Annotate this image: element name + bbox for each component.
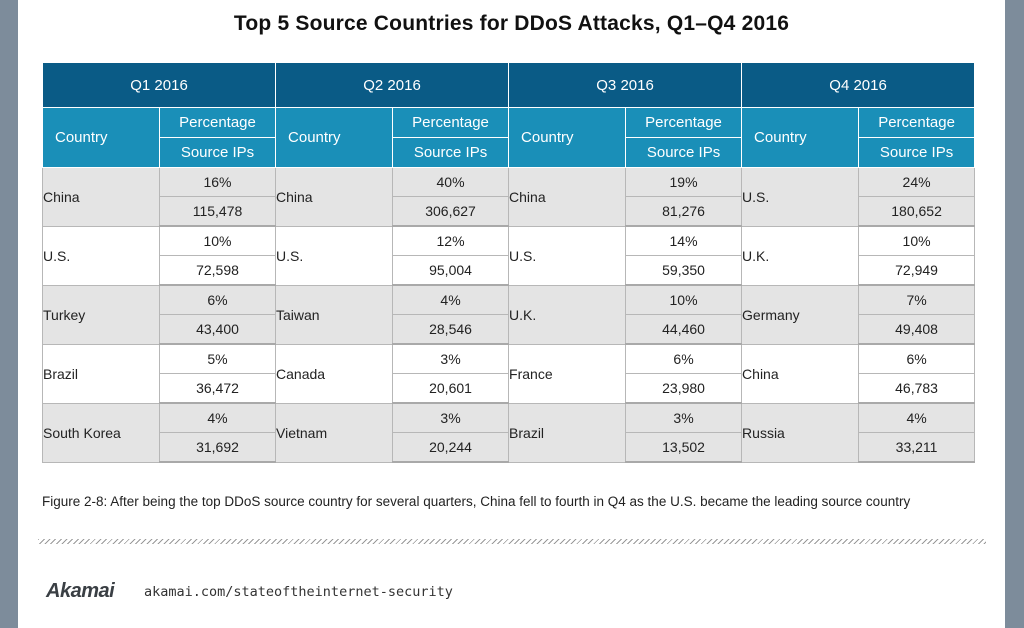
quarter-header: Q2 2016 (275, 63, 510, 108)
percentage-column-header: Percentage (625, 107, 743, 138)
table-row: 72,598 95,004 59,350 72,949 (43, 255, 976, 286)
source-ips-cell: 20,601 (392, 373, 510, 404)
source-ips-cell: 33,211 (858, 432, 976, 463)
percentage-cell: 12% (392, 225, 510, 256)
percentage-cell: 24% (858, 167, 976, 197)
source-ips-cell: 306,627 (392, 196, 510, 227)
country-cell: Canada (275, 343, 394, 404)
source-ips-cell: 20,244 (392, 432, 510, 463)
percentage-cell: 40% (392, 167, 510, 197)
country-cell: Turkey (42, 284, 160, 345)
source-ips-cell: 115,478 (158, 196, 277, 227)
page-title: Top 5 Source Countries for DDoS Attacks,… (233, 12, 790, 35)
source-ips-cell: 36,472 (158, 373, 277, 404)
report-page: Top 5 Source Countries for DDoS Attacks,… (18, 0, 1005, 628)
percentage-cell: 3% (625, 402, 743, 433)
country-cell: China (42, 167, 160, 227)
percentage-column-header: Percentage (392, 107, 510, 138)
ddos-source-table: Q1 2016 Q2 2016 Q3 2016 Q4 2016 Country … (41, 63, 976, 463)
percentage-cell: 14% (625, 225, 743, 256)
source-ips-column-header: Source IPs (625, 137, 743, 168)
quarter-header: Q3 2016 (508, 63, 743, 108)
percentage-column-header: Percentage (158, 107, 277, 138)
source-ips-cell: 95,004 (392, 255, 510, 286)
country-cell: Taiwan (275, 284, 394, 345)
percentage-cell: 10% (158, 225, 277, 256)
akamai-logo: Akamai (38, 566, 130, 606)
quarter-header: Q4 2016 (741, 63, 976, 108)
source-ips-column-header: Source IPs (158, 137, 277, 168)
table-row: Turkey 6% Taiwan 4% U.K. 10% Germany 7% (42, 284, 976, 345)
country-cell: U.S. (508, 225, 627, 286)
percentage-cell: 10% (858, 225, 976, 256)
percentage-cell: 19% (625, 167, 743, 197)
percentage-cell: 4% (158, 402, 277, 433)
percentage-cell: 3% (392, 343, 510, 374)
country-column-header: Country (508, 107, 627, 168)
figure-caption: Figure 2-8: After being the top DDoS sou… (42, 494, 911, 509)
percentage-cell: 7% (858, 284, 976, 315)
percentage-cell: 3% (392, 402, 510, 433)
table-row: South Korea 4% Vietnam 3% Brazil 3% Russia 4% (42, 402, 976, 463)
country-column-header: Country (42, 107, 160, 168)
quarter-header-row: Q1 2016 Q2 2016 Q3 2016 Q4 2016 (41, 63, 976, 108)
percentage-cell: 6% (858, 343, 976, 374)
country-cell: U.K. (741, 225, 860, 286)
source-ips-column-header: Source IPs (392, 137, 510, 168)
percentage-cell: 5% (158, 343, 277, 374)
country-cell: U.S. (42, 225, 160, 286)
source-ips-cell: 28,546 (392, 314, 510, 345)
source-ips-cell: 81,276 (625, 196, 743, 227)
source-ips-cell: 13,502 (625, 432, 743, 463)
country-cell: U.S. (741, 167, 860, 227)
table-row: 43,400 28,546 44,460 49,408 (43, 314, 976, 345)
source-ips-cell: 31,692 (158, 432, 277, 463)
table-row: 36,472 20,601 23,980 46,783 (43, 373, 976, 404)
divider (38, 539, 986, 544)
source-ips-cell: 72,949 (858, 255, 976, 286)
table-row: 115,478 306,627 81,276 180,652 (43, 196, 976, 227)
source-ips-cell: 46,783 (858, 373, 976, 404)
source-ips-cell: 49,408 (858, 314, 976, 345)
footer-url: akamai.com/stateoftheinternet-security (144, 584, 453, 600)
country-cell: Russia (741, 402, 860, 463)
source-ips-column-header: Source IPs (858, 137, 976, 168)
table-row: Brazil 5% Canada 3% France 6% China 6% (42, 343, 976, 404)
country-cell: Vietnam (275, 402, 394, 463)
percentage-cell: 6% (625, 343, 743, 374)
table-row: U.S. 10% U.S. 12% U.S. 14% U.K. 10% (42, 225, 976, 286)
country-column-header: Country (275, 107, 394, 168)
source-ips-cell: 23,980 (625, 373, 743, 404)
percentage-cell: 10% (625, 284, 743, 315)
table-row: China 16% China 40% China 19% U.S. 24% (42, 167, 976, 227)
country-column-header: Country (741, 107, 860, 168)
column-subheader-row: Source IPs Source IPs Source IPs Source … (43, 137, 976, 168)
column-header-row: Country Percentage Country Percentage Co… (42, 107, 976, 168)
percentage-cell: 4% (858, 402, 976, 433)
country-cell: U.S. (275, 225, 394, 286)
table-body: China 16% China 40% China 19% U.S. 24% 115,478 30… (42, 167, 976, 463)
percentage-cell: 6% (158, 284, 277, 315)
source-ips-cell: 59,350 (625, 255, 743, 286)
source-ips-cell: 44,460 (625, 314, 743, 345)
country-cell: U.K. (508, 284, 627, 345)
quarter-header: Q1 2016 (41, 63, 277, 108)
source-ips-cell: 43,400 (158, 314, 277, 345)
country-cell: Germany (741, 284, 860, 345)
source-ips-cell: 180,652 (858, 196, 976, 227)
country-cell: South Korea (42, 402, 160, 463)
percentage-cell: 16% (158, 167, 277, 197)
country-cell: China (275, 167, 394, 227)
country-cell: China (741, 343, 860, 404)
source-ips-cell: 72,598 (158, 255, 277, 286)
table-row: 31,692 20,244 13,502 33,211 (43, 432, 976, 463)
country-cell: China (508, 167, 627, 227)
percentage-cell: 4% (392, 284, 510, 315)
percentage-column-header: Percentage (858, 107, 976, 138)
country-cell: Brazil (42, 343, 160, 404)
country-cell: France (508, 343, 627, 404)
logo-wordmark: Akamai (46, 580, 115, 602)
country-cell: Brazil (508, 402, 627, 463)
